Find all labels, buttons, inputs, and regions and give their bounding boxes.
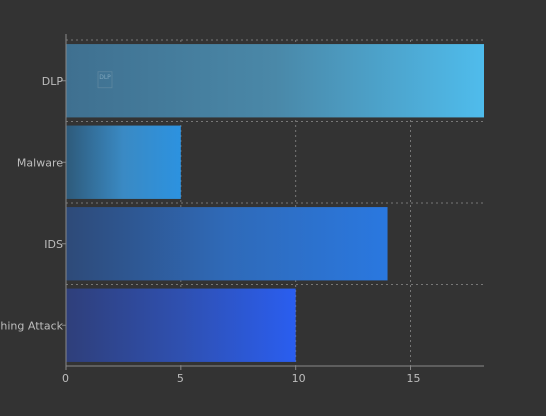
- y-tick-label-3: Phishing Attack: [0, 319, 64, 332]
- bar-malware[interactable]: [66, 125, 181, 199]
- y-tick-label-2: IDS: [44, 238, 63, 251]
- y-tick-label-1: Malware: [17, 156, 63, 169]
- bar-dlp[interactable]: [66, 44, 484, 118]
- bar-phishing-attack[interactable]: [66, 288, 296, 362]
- y-tick-label-0: DLP: [42, 75, 64, 88]
- bar-ids[interactable]: [66, 207, 388, 281]
- tick-labels: 0 5 10 15 DLP Malware IDS Phishing Attack DLP: [0, 71, 421, 385]
- x-tick-label-1: 5: [177, 372, 184, 385]
- inline-label-box: [97, 71, 113, 89]
- x-tick-label-2: 10: [292, 372, 306, 385]
- bars: [66, 44, 484, 362]
- inline-bar-label: DLP: [99, 74, 111, 81]
- axes: [62, 34, 484, 370]
- x-tick-label-3: 15: [407, 372, 421, 385]
- x-tick-label-0: 0: [62, 372, 69, 385]
